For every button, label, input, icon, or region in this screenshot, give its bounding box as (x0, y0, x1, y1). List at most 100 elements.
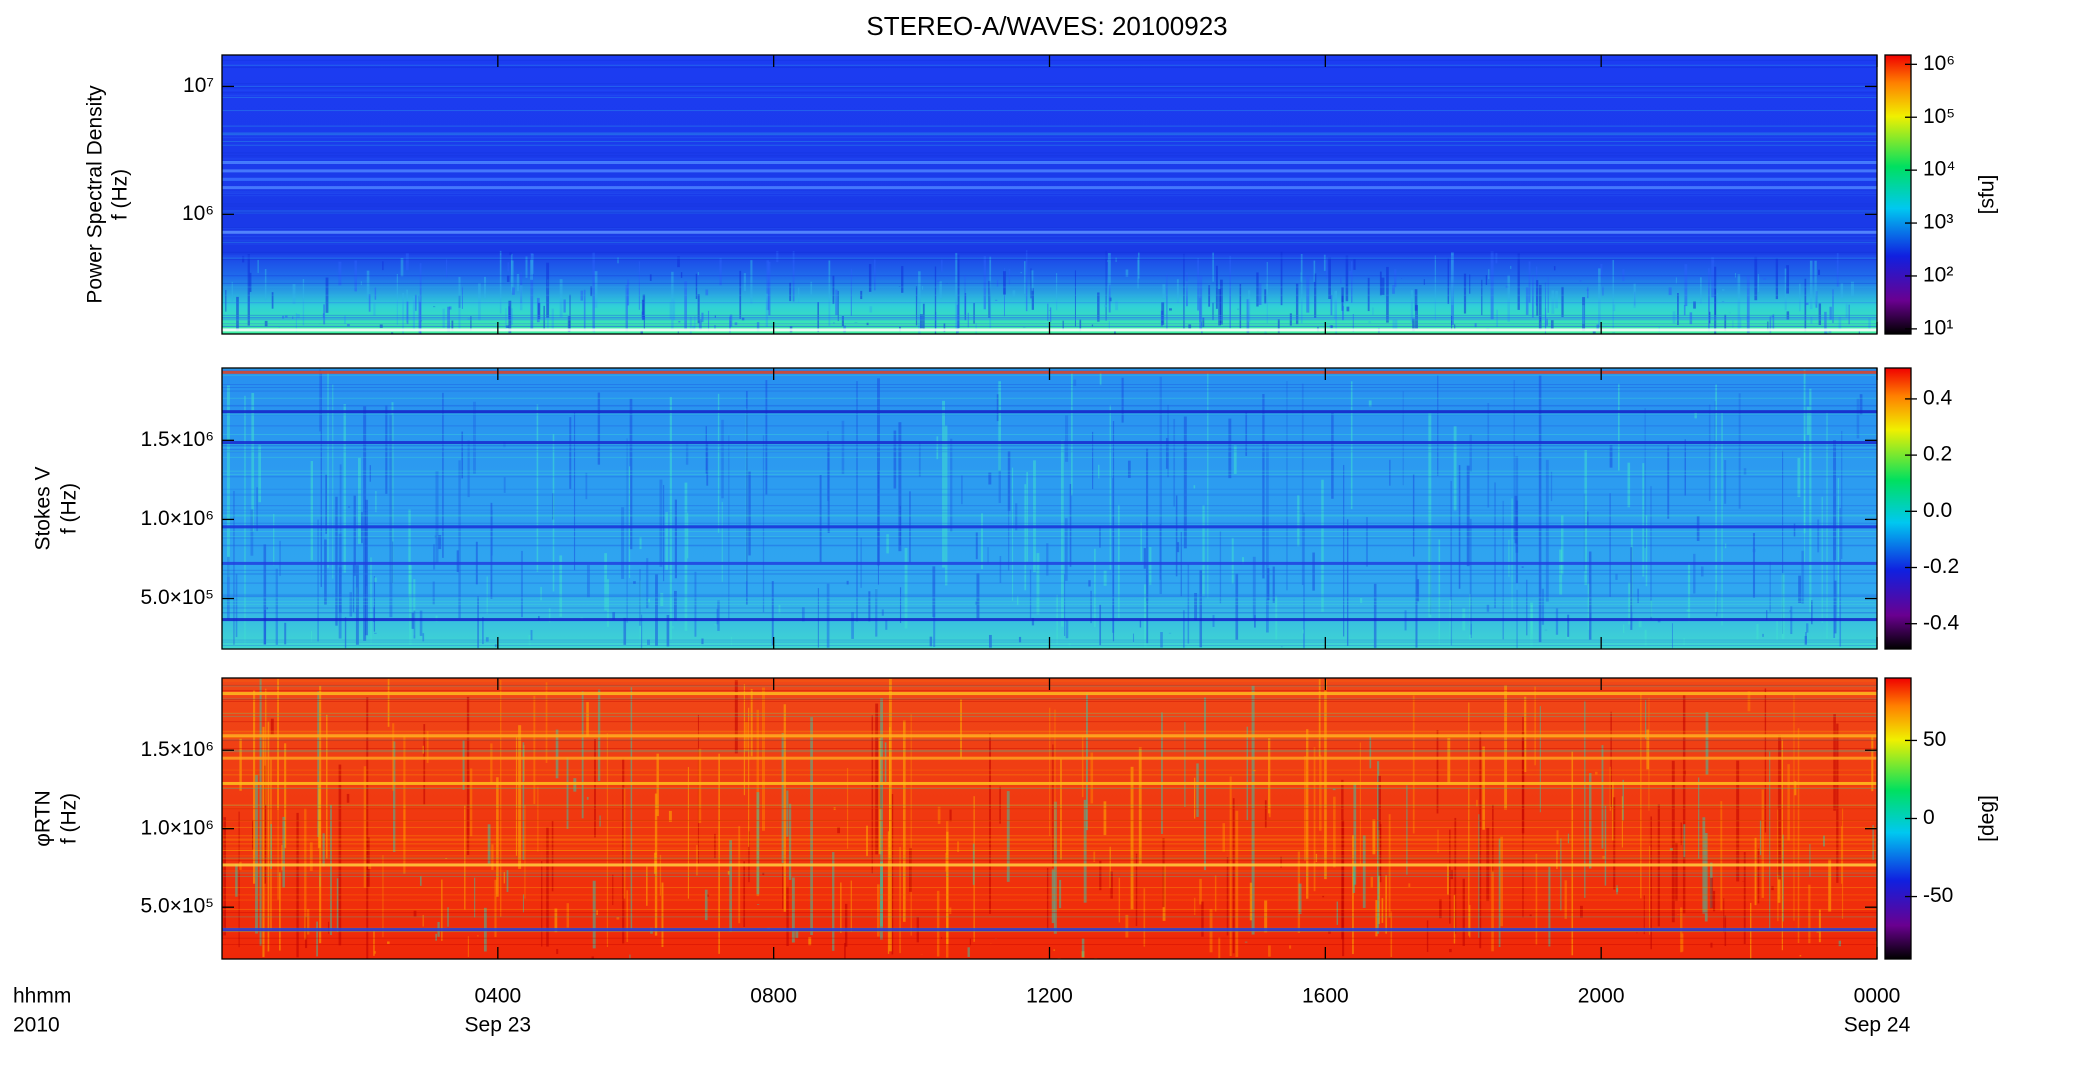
spectrogram-texture (318, 368, 322, 432)
spectrogram-texture (1298, 883, 1302, 915)
spectrogram-texture (996, 279, 999, 287)
spectrogram-texture (1226, 857, 1229, 936)
spectrogram-texture (316, 921, 318, 957)
spectrogram-texture (1412, 318, 1415, 332)
spectrogram-texture (748, 707, 750, 847)
spectrogram-texture (222, 737, 1877, 739)
spectrogram-texture (530, 259, 534, 280)
spectrogram-texture (406, 301, 409, 325)
spectrogram-texture (932, 566, 936, 618)
spectrogram-texture (1545, 318, 1548, 326)
spectrogram-texture (222, 144, 1877, 146)
spectrogram-texture (717, 393, 720, 533)
spectrogram-texture (222, 315, 1877, 317)
spectrogram-texture (957, 254, 960, 329)
spectrogram-texture (255, 774, 258, 934)
spectrogram-texture (1761, 789, 1764, 898)
spectrogram-texture (1487, 403, 1490, 508)
spectrogram-texture (1341, 306, 1344, 321)
spectrogram-texture (1511, 498, 1513, 611)
spectrogram-texture (1051, 869, 1055, 924)
spectrogram-texture (596, 910, 598, 915)
spectrogram-texture (222, 849, 1877, 851)
spectrogram-texture (590, 286, 593, 297)
spectrogram-texture (1454, 324, 1456, 330)
spectrogram-texture (1454, 817, 1457, 934)
spectrogram-texture (1538, 284, 1542, 330)
spectrogram-texture (1239, 283, 1242, 329)
spectrogram-texture (929, 636, 933, 647)
spectrogram-texture (387, 678, 390, 727)
spectrogram-texture (1545, 459, 1549, 602)
spectrogram-texture (1143, 548, 1146, 569)
spectrogram-texture (222, 505, 1877, 507)
spectrogram-texture (222, 858, 1877, 860)
spectrogram-texture (729, 314, 733, 327)
spectrogram-texture (1560, 838, 1562, 911)
spectrogram-texture (1359, 742, 1361, 865)
colorbar-tick-label: 10⁵ (1923, 105, 1955, 128)
spectrogram-texture (509, 252, 512, 256)
spectrogram-texture (1469, 904, 1471, 938)
spectrogram-texture (1594, 771, 1598, 775)
spectrogram-texture (1622, 269, 1625, 282)
spectrogram-texture (222, 443, 1877, 445)
spectrogram-texture (503, 441, 506, 448)
spectrogram-texture (222, 227, 1877, 229)
spectrogram-texture (1720, 801, 1723, 911)
spectrogram-texture (566, 757, 569, 829)
spectrogram-texture (500, 680, 502, 917)
spectrogram-texture (222, 83, 1877, 85)
spectrogram-texture (672, 625, 674, 629)
spectrogram-texture (673, 298, 676, 321)
spectrogram-texture (746, 390, 748, 605)
spectrogram-texture (473, 401, 476, 474)
spectrogram-texture (222, 316, 1877, 318)
spectrogram-texture (1482, 746, 1485, 830)
colorbar-tick-label: 10⁴ (1923, 158, 1955, 181)
spectrogram-texture (1645, 515, 1648, 587)
spectrogram-texture (705, 426, 707, 474)
spectrogram-texture (530, 252, 534, 329)
spectrogram-texture (1601, 745, 1604, 849)
spectrogram-texture (1771, 315, 1774, 317)
spectrogram-texture (630, 687, 633, 929)
spectrogram-texture (1492, 804, 1494, 872)
spectrogram-texture (714, 325, 716, 330)
spectrogram-texture (1201, 901, 1204, 937)
spectrogram-texture (235, 863, 238, 897)
spectrogram-texture (222, 132, 1877, 134)
spectrogram-texture (1633, 283, 1636, 308)
spectrogram-texture (1811, 600, 1813, 625)
spectrogram-texture (477, 935, 479, 937)
spectrogram-texture (1071, 371, 1073, 496)
spectrogram-texture (438, 535, 442, 550)
spectrogram-texture (639, 569, 641, 626)
spectrogram-texture (222, 227, 1877, 229)
spectrogram-texture (1268, 945, 1271, 957)
spectrogram-texture (871, 715, 873, 874)
spectrogram-texture (995, 299, 998, 301)
spectrogram-texture (1668, 287, 1672, 296)
spectrogram-texture (1504, 685, 1508, 810)
spectrogram-texture (556, 948, 559, 955)
spectrogram-texture (1821, 496, 1823, 624)
spectrogram-texture (1709, 311, 1711, 324)
spectrogram-texture (1143, 888, 1146, 947)
spectrogram-texture (1324, 680, 1327, 880)
spectrogram-texture (235, 573, 238, 638)
spectrogram-texture (1469, 594, 1471, 641)
spectrogram-texture (447, 907, 449, 927)
spectrogram-texture (633, 581, 636, 584)
spectrogram-texture (623, 617, 627, 645)
spectrogram-texture (1219, 279, 1223, 325)
chart-title: STEREO-A/WAVES: 20100923 (866, 11, 1227, 41)
spectrogram-texture (1683, 638, 1686, 646)
spectrogram-texture (1275, 595, 1278, 641)
spectrogram-texture (1266, 282, 1268, 297)
spectrogram-band (222, 863, 1877, 867)
spectrogram-texture (1264, 332, 1267, 334)
spectrogram-texture (222, 404, 1877, 406)
spectrogram-texture (222, 89, 1877, 91)
spectrogram-texture (1447, 737, 1451, 783)
